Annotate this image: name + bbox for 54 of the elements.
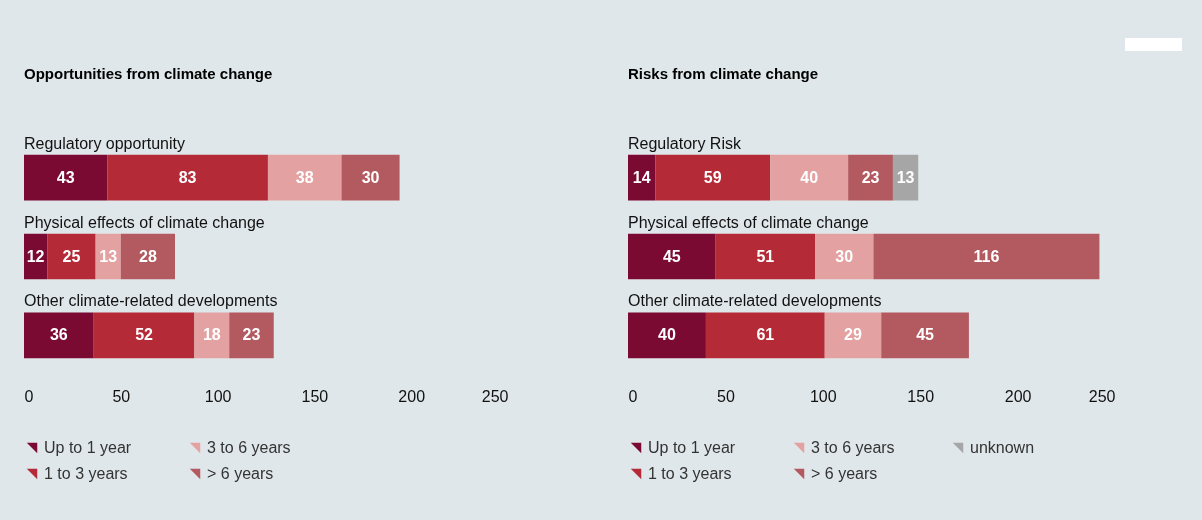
data-label: 29 — [844, 326, 862, 344]
data-label: 14 — [632, 168, 651, 186]
y-tick-label: Physical effects of climate change — [24, 213, 265, 231]
y-tick-label: Regulatory Risk — [628, 134, 742, 152]
data-label: 59 — [703, 168, 722, 186]
data-label: 36 — [49, 326, 68, 344]
legend-label: > 6 years — [811, 465, 878, 482]
y-tick-label: Other climate-related developments — [628, 292, 882, 310]
x-tick-label: 0 — [24, 387, 34, 405]
data-label: 25 — [62, 247, 81, 265]
x-tick-label: 200 — [1004, 387, 1032, 405]
data-label: 116 — [973, 247, 1000, 265]
x-tick-label: 150 — [907, 387, 935, 405]
data-label: 13 — [896, 168, 915, 186]
data-label: 30 — [835, 247, 854, 265]
data-label: 51 — [756, 247, 775, 265]
data-label: 43 — [56, 168, 75, 186]
legend-label: 3 to 6 years — [207, 439, 291, 456]
data-label: 23 — [242, 326, 261, 344]
x-tick-label: 100 — [809, 387, 837, 405]
legend-label: 1 to 3 years — [44, 465, 128, 482]
y-tick-label: Regulatory opportunity — [24, 134, 185, 152]
legend-label: Up to 1 year — [44, 439, 132, 456]
chart-title: Risks from climate change — [628, 64, 819, 82]
data-label: 83 — [178, 168, 197, 186]
y-tick-label: Physical effects of climate change — [628, 213, 869, 231]
data-label: 18 — [202, 326, 221, 344]
data-label: 52 — [135, 326, 154, 344]
x-tick-label: 200 — [398, 387, 426, 405]
data-label: 28 — [139, 247, 157, 265]
data-label: 40 — [800, 168, 819, 186]
x-tick-label: 100 — [204, 387, 232, 405]
data-label: 38 — [295, 168, 314, 186]
x-tick-label: 150 — [301, 387, 329, 405]
data-label: 40 — [658, 326, 676, 344]
data-label: 30 — [361, 168, 380, 186]
x-tick-label: 250 — [1088, 387, 1116, 405]
legend-label: 1 to 3 years — [648, 465, 732, 482]
x-tick-label: 250 — [481, 387, 509, 405]
data-label: 23 — [861, 168, 880, 186]
legend-label: > 6 years — [207, 465, 274, 482]
chart-title: Opportunities from climate change — [24, 64, 273, 82]
y-tick-label: Other climate-related developments — [24, 292, 278, 310]
data-label: 45 — [662, 247, 681, 265]
data-label: 12 — [26, 247, 45, 265]
data-label: 45 — [916, 326, 935, 344]
legend-label: 3 to 6 years — [811, 439, 895, 456]
legend-label: Up to 1 year — [648, 439, 736, 456]
x-tick-label: 50 — [112, 387, 131, 405]
data-label: 61 — [756, 326, 775, 344]
legend-label: unknown — [970, 439, 1035, 456]
x-tick-label: 50 — [717, 387, 735, 405]
data-label: 13 — [99, 247, 118, 265]
x-tick-label: 0 — [628, 387, 638, 405]
